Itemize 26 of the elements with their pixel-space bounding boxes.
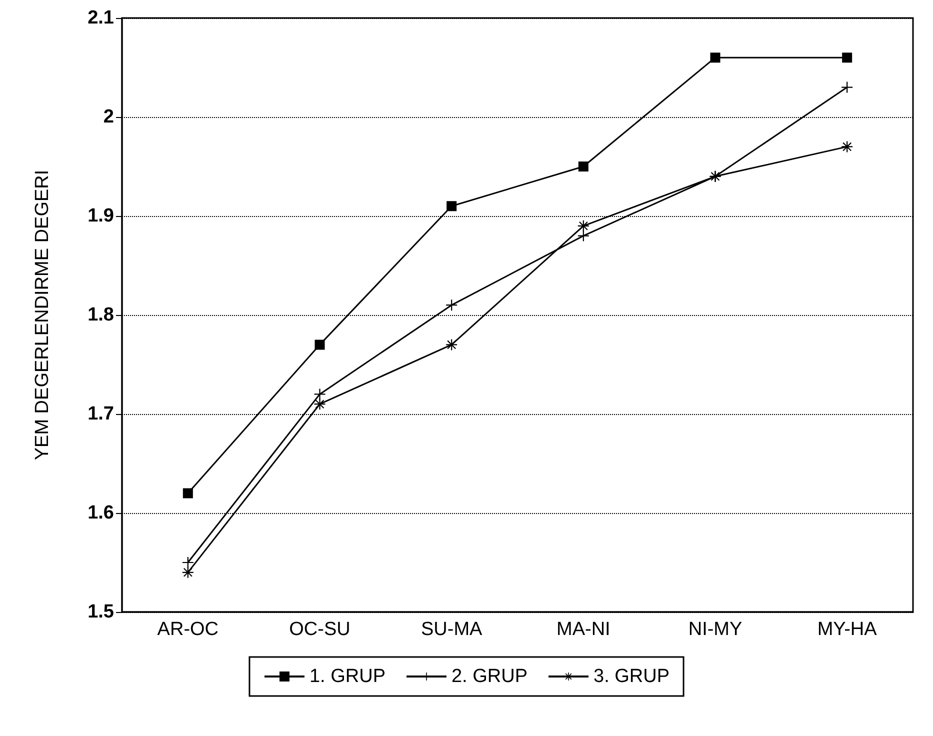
- y-tick-label: 1.5: [88, 602, 114, 622]
- point: [710, 52, 720, 63]
- y-tick-label: 2: [103, 106, 114, 128]
- point: [314, 340, 325, 350]
- point: [446, 201, 457, 212]
- y-tick-label: 1.6: [88, 502, 114, 524]
- legend-label: 2. GRUP: [451, 666, 528, 687]
- y-tick-label: 1.7: [88, 404, 114, 424]
- y-tick-label: 1.9: [88, 206, 114, 226]
- x-tick-label: AR-OC: [157, 619, 219, 640]
- x-tick-label: NI-MY: [688, 619, 742, 640]
- point: [314, 398, 326, 410]
- y-tick-label: 1.8: [88, 304, 114, 326]
- legend-label: 1. GRUP: [309, 666, 386, 687]
- x-tick-label: SU-MA: [420, 619, 483, 640]
- point: [314, 388, 326, 400]
- point: [446, 339, 458, 350]
- point: [842, 52, 852, 63]
- y-tick-label: 2.1: [88, 8, 114, 28]
- x-tick-label: MY-HA: [817, 619, 878, 640]
- point: [182, 488, 193, 498]
- y-axis-title: YEM DEGERLENDIRME DEGERI: [32, 170, 53, 460]
- x-tick-label: MA-NI: [556, 619, 610, 640]
- legend-label: 3. GRUP: [594, 666, 670, 687]
- point: [578, 162, 588, 172]
- x-tick-label: OC-SU: [289, 619, 350, 640]
